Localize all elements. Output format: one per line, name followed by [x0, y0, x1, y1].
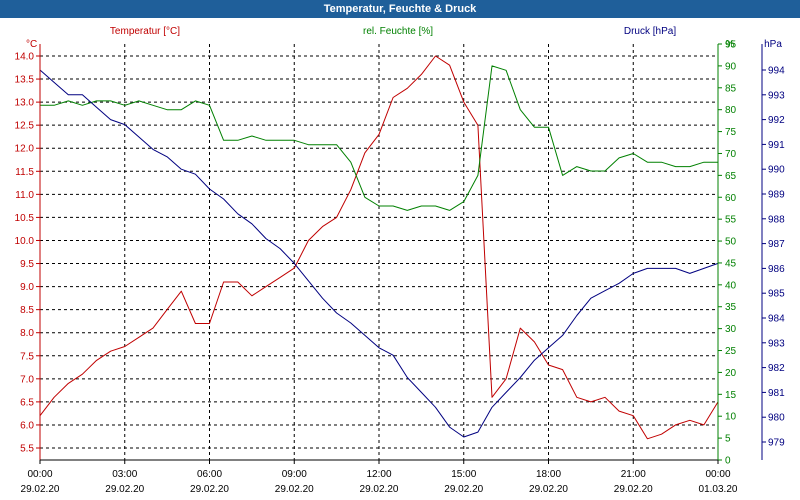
- temperature-tick-label: 12.0: [15, 144, 35, 155]
- series-line-temperature: [39, 55, 719, 440]
- date-tick-label: 29.02.20: [275, 484, 314, 495]
- temperature-tick-label: 7.5: [20, 351, 34, 362]
- humidity-tick-label: 95: [725, 40, 737, 51]
- humidity-tick-label: 15: [725, 390, 737, 401]
- pressure-tick-label: 994: [768, 66, 785, 77]
- time-tick-label: 15:00: [451, 469, 476, 480]
- temperature-tick-label: 10.5: [15, 213, 35, 224]
- temperature-tick-label: 8.5: [20, 305, 34, 316]
- humidity-tick-label: 50: [725, 237, 737, 248]
- humidity-tick-label: 45: [725, 258, 737, 269]
- axes: 14.0 13.5 13.0 12.5 12.0 11.5 11.0 10.5 10.0 9.5 9…: [15, 40, 786, 496]
- time-tick-label: 21:00: [621, 469, 646, 480]
- time-tick-label: 00:00: [705, 469, 730, 480]
- humidity-tick-label: 10: [725, 412, 737, 423]
- date-tick-label: 29.02.20: [105, 484, 144, 495]
- humidity-tick-label: 5: [725, 434, 731, 445]
- pressure-tick-label: 979: [768, 438, 785, 449]
- series-lines: [39, 55, 719, 440]
- pressure-tick-label: 990: [768, 165, 785, 176]
- pressure-tick-label: 991: [768, 140, 785, 151]
- humidity-axis-label: rel. Feuchte [%]: [363, 26, 433, 37]
- time-tick-label: 06:00: [197, 469, 222, 480]
- temperature-tick-label: 11.5: [15, 167, 34, 178]
- time-tick-label: 18:00: [536, 469, 561, 480]
- humidity-tick-label: 35: [725, 302, 737, 313]
- series-line-humidity: [40, 65, 718, 211]
- humidity-tick-label: 70: [725, 149, 737, 160]
- pressure-tick-label: 986: [768, 264, 785, 275]
- humidity-tick-label: 40: [725, 280, 737, 291]
- temperature-tick-label: 9.5: [20, 259, 34, 270]
- humidity-tick-label: 0: [725, 456, 731, 467]
- axis-labels: °C Temperatur [°C] rel. Feuchte [%] Druc…: [26, 26, 782, 50]
- pressure-tick-label: 989: [768, 190, 785, 201]
- temperature-unit-label: °C: [26, 39, 37, 50]
- date-tick-label: 29.02.20: [360, 484, 399, 495]
- date-tick-label: 01.03.20: [699, 484, 738, 495]
- time-tick-label: 09:00: [282, 469, 307, 480]
- date-tick-label: 29.02.20: [190, 484, 229, 495]
- pressure-tick-label: 981: [768, 388, 785, 399]
- temperature-tick-label: 13.0: [15, 98, 35, 109]
- time-tick-label: 00:00: [27, 469, 52, 480]
- date-tick-label: 29.02.20: [614, 484, 653, 495]
- pressure-tick-label: 984: [768, 314, 785, 325]
- temperature-tick-label: 13.5: [15, 75, 35, 86]
- temperature-tick-label: 6.5: [20, 397, 34, 408]
- date-tick-label: 29.02.20: [444, 484, 483, 495]
- time-tick-label: 03:00: [112, 469, 137, 480]
- humidity-tick-label: 75: [725, 127, 737, 138]
- pressure-tick-label: 992: [768, 115, 785, 126]
- humidity-tick-label: 90: [725, 61, 737, 72]
- pressure-tick-label: 987: [768, 239, 785, 250]
- temperature-tick-label: 6.0: [20, 420, 34, 431]
- humidity-tick-label: 85: [725, 83, 737, 94]
- humidity-tick-label: 30: [725, 324, 737, 335]
- pressure-axis-label: Druck [hPa]: [624, 26, 676, 37]
- pressure-tick-label: 993: [768, 90, 785, 101]
- series-line-pressure: [39, 69, 719, 438]
- temperature-tick-label: 10.0: [15, 236, 35, 247]
- pressure-tick-label: 982: [768, 363, 785, 374]
- date-tick-label: 29.02.20: [21, 484, 60, 495]
- humidity-tick-label: 55: [725, 215, 737, 226]
- humidity-unit-label: %: [726, 39, 735, 50]
- pressure-tick-label: 988: [768, 214, 785, 225]
- temperature-tick-label: 12.5: [15, 121, 35, 132]
- temperature-tick-label: 7.0: [20, 374, 34, 385]
- temperature-tick-label: 14.0: [15, 52, 35, 63]
- humidity-tick-label: 80: [725, 105, 737, 116]
- grid: [40, 44, 718, 460]
- time-tick-label: 12:00: [366, 469, 391, 480]
- humidity-tick-label: 20: [725, 368, 737, 379]
- pressure-tick-label: 980: [768, 413, 785, 424]
- pressure-unit-label: hPa: [764, 39, 782, 50]
- pressure-tick-label: 985: [768, 289, 785, 300]
- humidity-tick-label: 60: [725, 193, 737, 204]
- humidity-tick-label: 65: [725, 171, 737, 182]
- chart-title: Temperatur, Feuchte & Druck: [0, 0, 800, 18]
- temperature-axis-label: Temperatur [°C]: [110, 26, 180, 37]
- date-tick-label: 29.02.20: [529, 484, 568, 495]
- temperature-tick-label: 5.5: [20, 444, 34, 455]
- temperature-tick-label: 11.0: [15, 190, 34, 201]
- temperature-tick-label: 8.0: [20, 328, 34, 339]
- pressure-tick-label: 983: [768, 338, 785, 349]
- temperature-tick-label: 9.0: [20, 282, 34, 293]
- humidity-tick-label: 25: [725, 346, 737, 357]
